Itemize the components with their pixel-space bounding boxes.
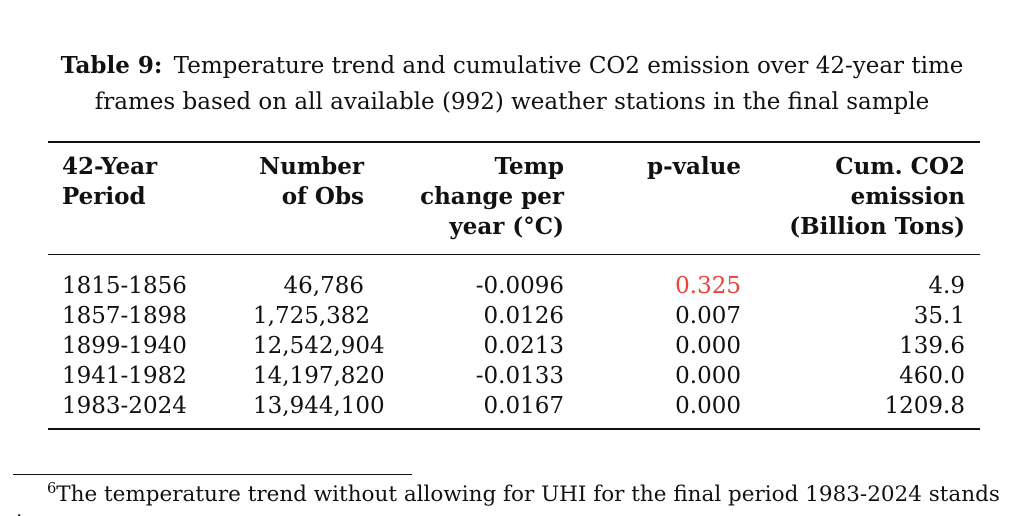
footnote: 6The temperature trend without allowing … — [3, 474, 1015, 516]
footnote-body: The temperature trend without allowing f… — [3, 482, 1000, 516]
cell-period: 1899-1940 — [62, 333, 187, 359]
table-caption-text: Temperature trend and cumulative CO2 emi… — [94, 53, 964, 115]
cell-temp-change: 0.0126 — [483, 303, 564, 329]
cell-temp-change: -0.0133 — [475, 363, 564, 389]
cell-p-value: 0.000 — [675, 393, 741, 419]
cell-p-value: 0.000 — [675, 333, 741, 359]
cell-cum-co2: 139.6 — [899, 333, 965, 359]
cell-num-obs: 12,542,904 — [253, 333, 385, 359]
table-row: 1941-1982 14,197,820 -0.0133 0.000 460.0 — [48, 361, 980, 391]
cell-period: 1857-1898 — [62, 303, 187, 329]
table-header-row: 42-Year Period Number of Obs Temp change… — [48, 142, 980, 255]
cell-period: 1815-1856 — [62, 273, 187, 299]
cell-num-obs: 1,725,382 — [253, 303, 371, 329]
cell-cum-co2: 1209.8 — [884, 393, 965, 419]
cell-temp-change: -0.0096 — [475, 273, 564, 299]
cell-cum-co2: 460.0 — [899, 363, 965, 389]
cell-p-value: 0.325 — [675, 273, 741, 299]
table-row: 1815-1856 46,786 -0.0096 0.325 4.9 — [48, 255, 980, 302]
table-caption-label: Table 9: — [60, 52, 163, 79]
cell-period: 1983-2024 — [62, 393, 187, 419]
column-header-temp-change: Temp change per year (°C) — [367, 142, 567, 255]
cell-p-value: 0.007 — [675, 303, 741, 329]
cell-temp-change: 0.0167 — [483, 393, 564, 419]
footnote-text: 6The temperature trend without allowing … — [3, 481, 1015, 516]
column-header-period: 42-Year Period — [48, 142, 253, 255]
footnote-rule — [13, 474, 412, 475]
table-caption: Table 9: Temperature trend and cumulativ… — [0, 0, 1024, 120]
column-header-cum-co2: Cum. CO2 emission (Billion Tons) — [744, 142, 980, 255]
cell-num-obs: 13,944,100 — [253, 393, 385, 419]
cell-num-obs: 46,786 — [283, 273, 364, 299]
column-header-p-value: p-value — [567, 142, 744, 255]
cell-p-value: 0.000 — [675, 363, 741, 389]
table-row: 1899-1940 12,542,904 0.0213 0.000 139.6 — [48, 331, 980, 361]
cell-period: 1941-1982 — [62, 363, 187, 389]
cell-cum-co2: 35.1 — [913, 303, 965, 329]
footnote-marker: 6 — [47, 479, 57, 497]
cell-temp-change: 0.0213 — [483, 333, 564, 359]
results-table: 42-Year Period Number of Obs Temp change… — [48, 141, 980, 430]
cell-cum-co2: 4.9 — [928, 273, 965, 299]
cell-num-obs: 14,197,820 — [253, 363, 385, 389]
table-row: 1983-2024 13,944,100 0.0167 0.000 1209.8 — [48, 391, 980, 429]
column-header-num-obs: Number of Obs — [253, 142, 367, 255]
table-row: 1857-1898 1,725,382 0.0126 0.007 35.1 — [48, 301, 980, 331]
